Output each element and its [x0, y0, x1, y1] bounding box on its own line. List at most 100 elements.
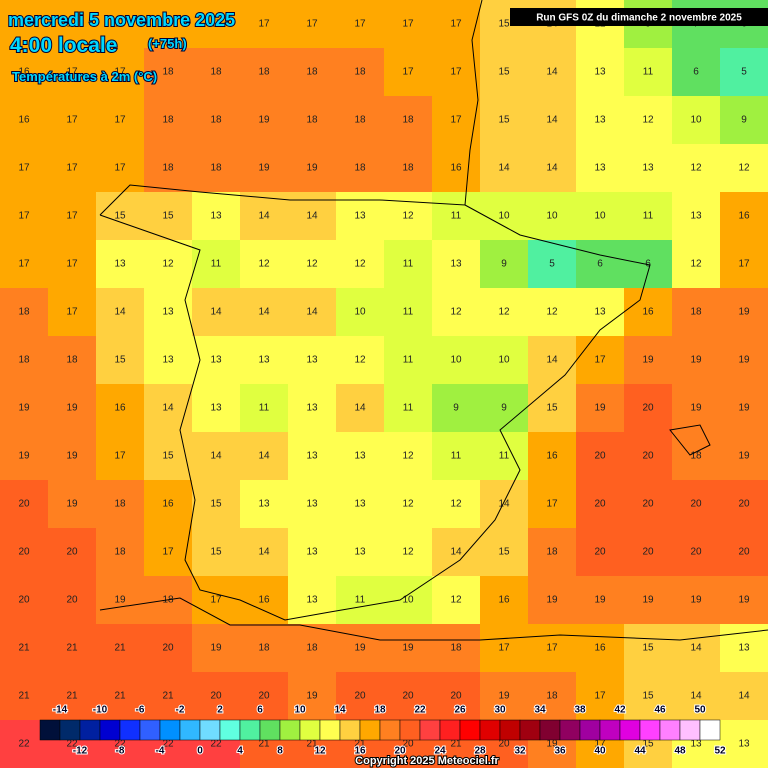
temp-value: 13 — [594, 163, 606, 174]
temp-cell — [624, 192, 673, 241]
temp-cell — [432, 240, 481, 289]
temp-cell — [240, 624, 289, 673]
legend-swatch — [459, 719, 481, 741]
temp-value: 18 — [114, 499, 126, 510]
legend-label: 22 — [414, 705, 426, 716]
temp-cell — [720, 384, 768, 433]
temp-value: 17 — [546, 643, 558, 654]
temp-cell — [432, 528, 481, 577]
temp-value: 11 — [643, 211, 654, 222]
temp-value: 13 — [594, 307, 606, 318]
temp-value: 20 — [642, 499, 654, 510]
temp-cell — [0, 240, 49, 289]
temp-value: 12 — [162, 259, 174, 270]
copyright: Copyright 2025 Meteociel.fr — [355, 755, 499, 767]
temp-value: 13 — [306, 547, 318, 558]
temp-cell — [192, 0, 241, 49]
temp-value: 17 — [354, 19, 366, 30]
temp-cell — [240, 480, 289, 529]
temp-value: 13 — [594, 115, 606, 126]
temp-cell — [432, 432, 481, 481]
temp-cell — [480, 192, 529, 241]
temp-cell — [96, 0, 145, 49]
temp-value: 21 — [114, 691, 126, 702]
temp-value: 13 — [354, 451, 366, 462]
legend-swatch — [319, 719, 341, 741]
temp-value: 11 — [355, 595, 366, 606]
temp-cell — [576, 144, 625, 193]
temp-value: 20 — [450, 691, 462, 702]
temp-value: 17 — [258, 19, 270, 30]
temp-value: 20 — [690, 547, 702, 558]
temp-value: 21 — [258, 739, 270, 750]
temp-cell — [720, 48, 768, 97]
temp-value: 14 — [690, 691, 702, 702]
temp-value: 15 — [642, 643, 654, 654]
temp-value: 19 — [642, 595, 654, 606]
legend-swatch — [539, 719, 561, 741]
temp-cell — [672, 144, 721, 193]
temp-cell — [192, 576, 241, 625]
temp-cell — [672, 480, 721, 529]
temp-value: 17 — [66, 19, 78, 30]
coastlines — [99, 0, 768, 641]
temp-value: 19 — [66, 403, 78, 414]
temp-value: 9 — [501, 259, 507, 270]
temp-value: 20 — [738, 499, 750, 510]
temp-value: 12 — [498, 307, 510, 318]
temp-cell — [144, 192, 193, 241]
temp-cell — [192, 96, 241, 145]
temp-cell — [0, 96, 49, 145]
temp-cell — [624, 384, 673, 433]
temp-value: 18 — [18, 307, 30, 318]
temp-value: 19 — [354, 643, 366, 654]
temp-value: 9 — [741, 115, 747, 126]
temp-cell — [672, 192, 721, 241]
temp-value: 12 — [450, 307, 462, 318]
temp-value: 18 — [162, 163, 174, 174]
temp-value: 13 — [306, 403, 318, 414]
temp-cell — [720, 336, 768, 385]
temp-value: 12 — [402, 211, 414, 222]
temp-value: 19 — [402, 643, 414, 654]
temp-cell — [288, 48, 337, 97]
temp-cell — [240, 672, 289, 721]
temp-cell — [624, 144, 673, 193]
temp-value: 17 — [594, 355, 606, 366]
legend-swatch — [259, 719, 281, 741]
temp-cell — [192, 672, 241, 721]
temp-value: 12 — [546, 307, 558, 318]
temp-cell — [384, 384, 433, 433]
temp-cell — [0, 624, 49, 673]
date: mercredi 5 novembre 2025 — [8, 10, 235, 30]
temp-value: 13 — [306, 595, 318, 606]
legend-label: 52 — [714, 746, 726, 757]
temp-cell — [288, 432, 337, 481]
legend-swatch — [599, 719, 621, 741]
temp-value: 13 — [354, 211, 366, 222]
legend-swatch — [679, 719, 701, 741]
temp-value: 20 — [66, 547, 78, 558]
temp-cell — [48, 0, 97, 49]
temp-value: 15 — [162, 451, 174, 462]
temp-value: 22 — [162, 739, 174, 750]
temp-cell — [0, 528, 49, 577]
temp-value: 10 — [354, 307, 366, 318]
temp-value: 18 — [66, 355, 78, 366]
temp-cell — [240, 288, 289, 337]
temp-cell — [384, 48, 433, 97]
temp-value: 18 — [18, 355, 30, 366]
temp-cell — [48, 96, 97, 145]
legend-swatch — [159, 719, 181, 741]
temp-cell — [144, 0, 193, 49]
legend-swatch — [179, 719, 201, 741]
temp-cell — [720, 720, 768, 768]
legend-swatch — [119, 719, 141, 741]
temp-value: 17 — [306, 19, 318, 30]
temp-cell — [48, 240, 97, 289]
temp-value: 21 — [66, 643, 78, 654]
temp-cell — [432, 672, 481, 721]
temp-value: 19 — [210, 643, 222, 654]
temp-value: 20 — [18, 499, 30, 510]
temp-value: 18 — [546, 691, 558, 702]
